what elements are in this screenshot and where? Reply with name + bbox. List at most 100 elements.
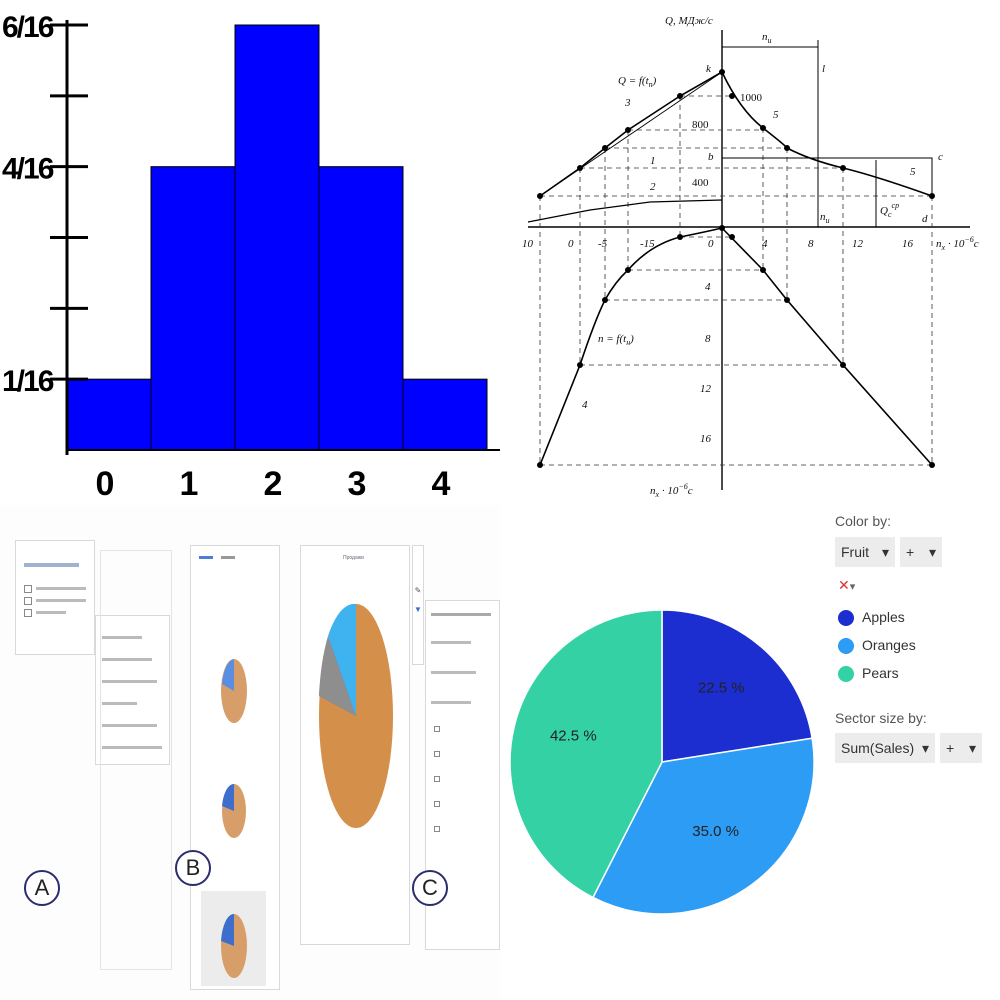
pie-chart: 22.5 % 35.0 % 42.5 % xyxy=(509,609,815,915)
q-tick-1000: 1000 xyxy=(740,92,763,104)
color-by-value: Fruit xyxy=(841,544,869,560)
y-tick-lower: 8 xyxy=(705,333,711,345)
curve-4-right xyxy=(721,227,933,466)
legend-pears: Pears xyxy=(862,665,899,681)
point-label-c: c xyxy=(938,151,943,163)
checkbox[interactable] xyxy=(434,726,440,732)
step-b-label: B xyxy=(175,850,211,886)
x-tick: 10 xyxy=(522,238,534,250)
tab-chart[interactable] xyxy=(199,556,213,559)
engineering-graph: Q, МДж/с nи xyxy=(522,15,979,499)
add-sector-button[interactable]: + ▾ xyxy=(940,733,982,763)
pie-slice-apples[interactable] xyxy=(661,609,813,763)
x-tick: 12 xyxy=(852,238,864,250)
histogram-bar xyxy=(66,378,152,451)
curve-number-5a: 5 xyxy=(773,109,779,121)
point-label-d: d xyxy=(922,213,928,225)
point-label-k: k xyxy=(706,63,712,75)
menu-item[interactable] xyxy=(36,587,86,590)
submenu-item[interactable] xyxy=(102,746,162,749)
submenu-item[interactable] xyxy=(102,658,152,661)
legend-swatch-apples xyxy=(838,610,854,626)
color-palette-icon[interactable]: ✕▾ xyxy=(838,577,856,593)
brush-icon[interactable]: ✎ xyxy=(414,586,422,595)
pie-thumb-2[interactable] xyxy=(219,781,249,841)
curve-3 xyxy=(539,71,723,197)
chevron-down-icon: ▾ xyxy=(881,544,889,560)
menu-item[interactable] xyxy=(24,563,79,567)
checkbox[interactable] xyxy=(434,826,440,832)
submenu-item[interactable] xyxy=(102,724,157,727)
checkbox[interactable] xyxy=(434,801,440,807)
toolbar[interactable]: ✎ ▼ xyxy=(412,545,424,665)
bottom-axis-label: nx · 10−6c xyxy=(650,482,693,499)
pie-label-apples: 22.5 % xyxy=(698,680,745,697)
histogram-x-tick: 3 xyxy=(348,465,367,500)
point-label-l: l xyxy=(822,63,825,75)
chart-picker[interactable] xyxy=(190,545,280,990)
histogram-bar xyxy=(234,24,320,451)
checkbox[interactable] xyxy=(24,585,32,593)
c-box xyxy=(722,157,933,196)
x-tick: 8 xyxy=(808,238,814,250)
add-color-button[interactable]: + ▾ xyxy=(900,537,942,567)
curve-number-5b: 5 xyxy=(910,166,916,178)
tab-data[interactable] xyxy=(221,556,235,559)
y-tick-lower: 4 xyxy=(705,281,711,293)
selected-thumb[interactable] xyxy=(201,891,266,986)
chevron-down-icon: ▾ xyxy=(928,544,936,560)
color-by-dropdown[interactable]: Fruit ▾ xyxy=(835,537,895,567)
point-label-b: b xyxy=(708,151,714,163)
color-by-label: Color by: xyxy=(835,513,892,529)
engineering-graph-panel: Q, МДж/с nи xyxy=(500,0,1000,500)
chevron-down-icon: ▾ xyxy=(968,740,976,756)
menu-item[interactable] xyxy=(36,611,66,614)
pie-chart-panel: 22.5 % 35.0 % 42.5 % Color by: Fruit ▾ + ▾… xyxy=(500,505,1000,1000)
checkbox[interactable] xyxy=(434,776,440,782)
x-axis-label: nx · 10−6c xyxy=(936,235,979,252)
pie-label-pears: 42.5 % xyxy=(550,728,597,745)
x-ticks-top: 10 0 -5 -15 0 4 8 12 16 xyxy=(522,238,914,250)
y-tick-lower: 12 xyxy=(700,383,712,395)
chart-preview: Продажи xyxy=(300,545,410,945)
steps-panel: A B Продажи ✎ ▼ xyxy=(0,505,500,1000)
checkbox[interactable] xyxy=(24,609,32,617)
sector-size-label: Sector size by: xyxy=(835,710,927,726)
legend-swatch-pears xyxy=(838,666,854,682)
filter-icon[interactable]: ▼ xyxy=(414,605,422,614)
menu-item[interactable] xyxy=(36,599,86,602)
preview-pie xyxy=(319,603,393,828)
y-tick-lower: 16 xyxy=(700,433,712,445)
submenu-item[interactable] xyxy=(102,680,157,683)
sector-size-dropdown[interactable]: Sum(Sales) ▾ xyxy=(835,733,935,763)
legend-apples: Apples xyxy=(862,609,905,625)
submenu-item[interactable] xyxy=(102,636,142,639)
pie-slice-oranges[interactable] xyxy=(591,737,815,915)
sheet-area xyxy=(100,550,172,970)
histogram-y-label: 4/16 xyxy=(2,153,54,186)
qc-label: Qcср xyxy=(880,201,899,219)
curve-2 xyxy=(527,199,723,223)
submenu[interactable] xyxy=(95,615,170,765)
checkbox[interactable] xyxy=(24,597,32,605)
histogram-panel: 1/16 4/16 6/16 0 1 2 3 4 xyxy=(0,0,500,500)
submenu-item[interactable] xyxy=(102,702,137,705)
curve-number-2: 2 xyxy=(650,181,656,193)
sector-size-value: Sum(Sales) xyxy=(841,740,915,756)
x-tick: 16 xyxy=(902,238,914,250)
q-tick-400: 400 xyxy=(692,177,709,189)
q-axis-label: Q, МДж/с xyxy=(665,15,713,27)
x-tick: 0 xyxy=(568,238,574,250)
n-i-top-label: nи xyxy=(762,31,772,45)
pie-label-oranges: 35.0 % xyxy=(692,823,739,840)
histogram-bar xyxy=(150,166,236,451)
histogram-bar xyxy=(402,378,488,451)
pie-thumb-1[interactable] xyxy=(219,656,249,726)
pie-slice-pears[interactable] xyxy=(509,609,663,899)
step-c-label: C xyxy=(412,870,448,906)
n-i-lower-label: nи xyxy=(820,211,830,225)
histogram-x-tick: 0 xyxy=(96,465,115,500)
histogram-bar xyxy=(318,166,404,451)
checkbox[interactable] xyxy=(434,751,440,757)
context-menu[interactable] xyxy=(15,540,95,655)
